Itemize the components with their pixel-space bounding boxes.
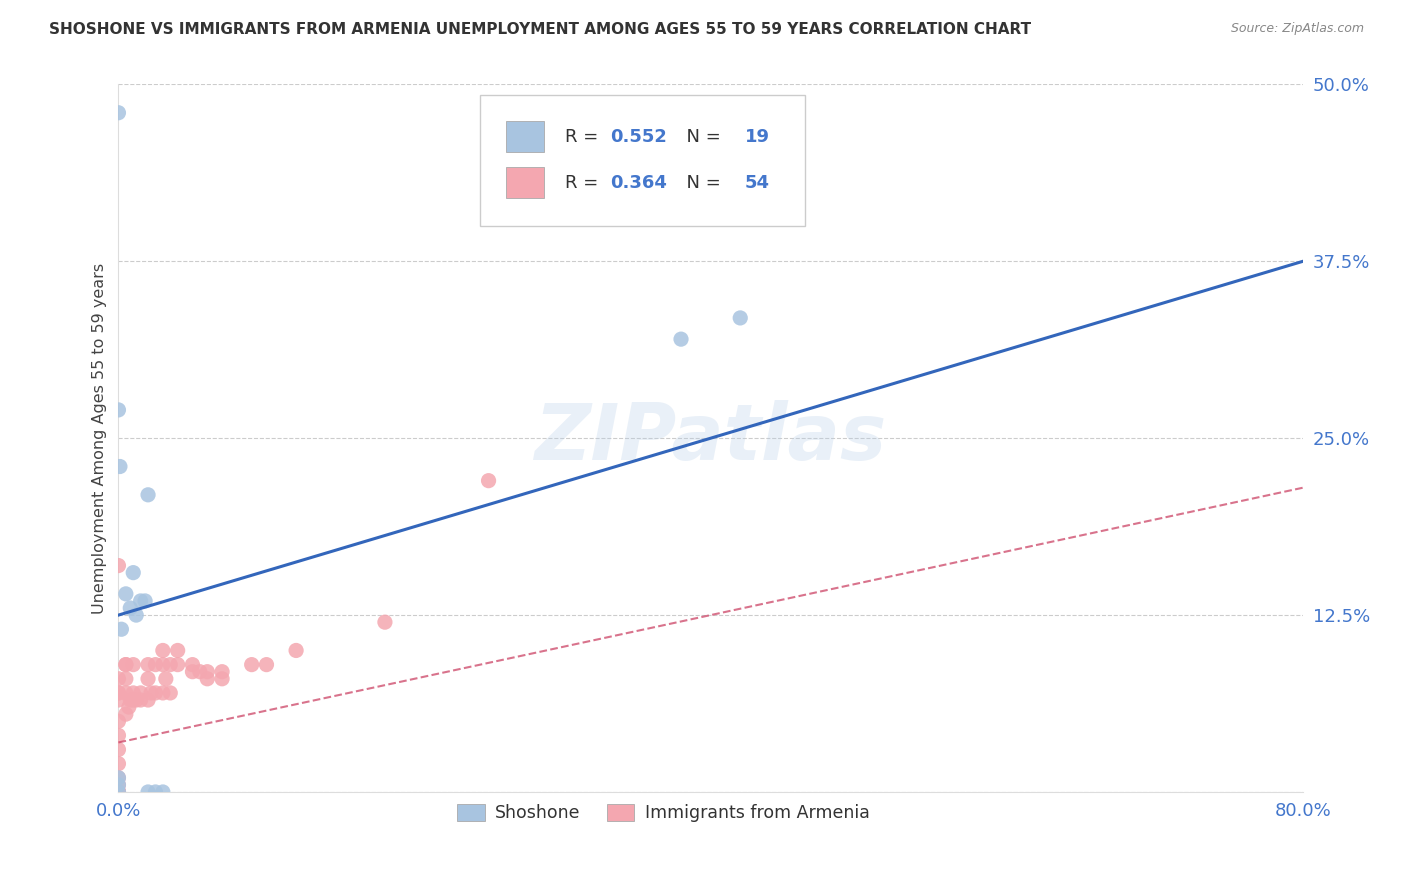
Point <box>122 693 145 707</box>
Point <box>125 693 148 707</box>
Point <box>120 693 142 707</box>
Point <box>115 686 138 700</box>
Point <box>211 665 233 679</box>
Point <box>136 657 159 672</box>
Point <box>125 608 148 623</box>
Point <box>166 657 188 672</box>
Point <box>122 657 145 672</box>
Point <box>107 686 129 700</box>
FancyBboxPatch shape <box>506 120 544 152</box>
Point <box>107 778 129 792</box>
Text: R =: R = <box>565 174 605 192</box>
Point <box>136 488 159 502</box>
Point <box>145 657 167 672</box>
Point <box>152 785 174 799</box>
Point <box>115 672 138 686</box>
Point <box>107 785 129 799</box>
Point <box>240 657 263 672</box>
Point <box>107 742 129 756</box>
Point <box>211 672 233 686</box>
Point <box>181 657 204 672</box>
Point <box>107 105 129 120</box>
FancyBboxPatch shape <box>506 167 544 198</box>
Point <box>115 657 138 672</box>
FancyBboxPatch shape <box>479 95 806 226</box>
Point <box>120 601 142 615</box>
Point <box>115 707 138 722</box>
Point <box>136 672 159 686</box>
Point <box>107 558 129 573</box>
Point <box>152 686 174 700</box>
Point <box>122 566 145 580</box>
Point <box>136 693 159 707</box>
Point <box>374 615 396 629</box>
Point <box>728 310 751 325</box>
Point <box>139 686 162 700</box>
Point <box>256 657 278 672</box>
Point <box>107 672 129 686</box>
Point <box>155 672 177 686</box>
Point <box>188 665 211 679</box>
Point <box>107 785 129 799</box>
Point <box>107 785 129 799</box>
Point <box>129 693 152 707</box>
Point <box>107 778 129 792</box>
Point <box>110 622 132 636</box>
Point <box>195 665 218 679</box>
Point <box>129 594 152 608</box>
Point <box>107 771 129 785</box>
Point <box>166 643 188 657</box>
Text: Source: ZipAtlas.com: Source: ZipAtlas.com <box>1230 22 1364 36</box>
Point <box>107 728 129 742</box>
Text: 54: 54 <box>745 174 770 192</box>
Point <box>195 672 218 686</box>
Point <box>669 332 692 346</box>
Point <box>107 714 129 729</box>
Point <box>136 785 159 799</box>
Point <box>477 474 499 488</box>
Point <box>285 643 308 657</box>
Point <box>107 686 129 700</box>
Text: ZIPatlas: ZIPatlas <box>534 401 887 476</box>
Text: SHOSHONE VS IMMIGRANTS FROM ARMENIA UNEMPLOYMENT AMONG AGES 55 TO 59 YEARS CORRE: SHOSHONE VS IMMIGRANTS FROM ARMENIA UNEM… <box>49 22 1032 37</box>
Y-axis label: Unemployment Among Ages 55 to 59 years: Unemployment Among Ages 55 to 59 years <box>93 262 107 614</box>
Text: 0.364: 0.364 <box>610 174 666 192</box>
Text: N =: N = <box>675 174 727 192</box>
Point <box>181 665 204 679</box>
Text: R =: R = <box>565 128 605 146</box>
Point <box>107 785 129 799</box>
Point <box>115 657 138 672</box>
Text: N =: N = <box>675 128 727 146</box>
Point <box>159 657 181 672</box>
Point <box>129 686 152 700</box>
Point <box>159 686 181 700</box>
Legend: Shoshone, Immigrants from Armenia: Shoshone, Immigrants from Armenia <box>450 797 876 830</box>
Point <box>152 643 174 657</box>
Point <box>145 686 167 700</box>
Point <box>108 459 131 474</box>
Text: 0.552: 0.552 <box>610 128 666 146</box>
Text: 19: 19 <box>745 128 770 146</box>
Point <box>107 403 129 417</box>
Point <box>152 657 174 672</box>
Point <box>134 594 156 608</box>
Point <box>107 771 129 785</box>
Point <box>115 587 138 601</box>
Point <box>107 756 129 771</box>
Point <box>118 700 141 714</box>
Point <box>122 686 145 700</box>
Point <box>145 785 167 799</box>
Point <box>107 785 129 799</box>
Point <box>107 693 129 707</box>
